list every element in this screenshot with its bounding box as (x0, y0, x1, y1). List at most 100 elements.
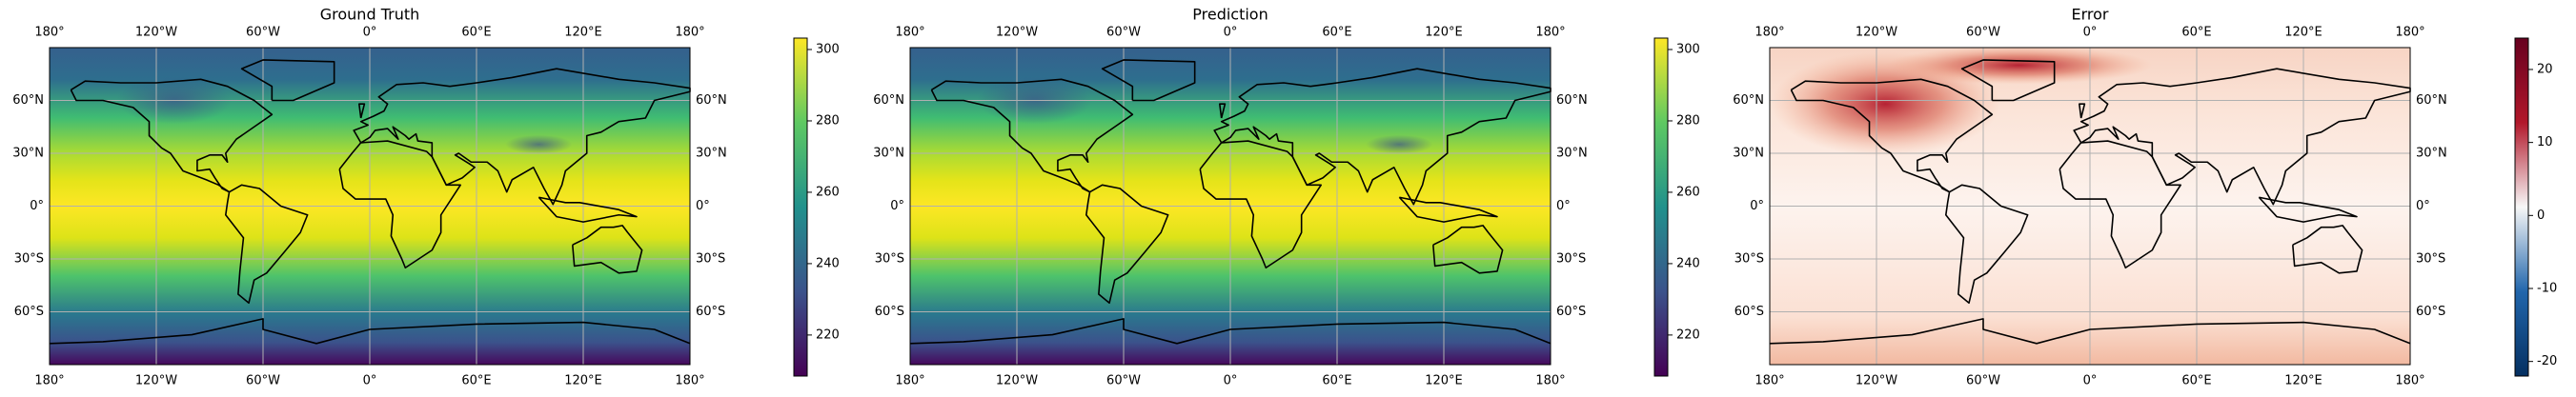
coastline (1790, 78, 1994, 193)
map-panel: Prediction 180° 180° 120°W 120°W 60°W 60°W 0° 0°… (873, 6, 1700, 388)
lon-tick-label: 60°W (246, 374, 280, 388)
coastline (1398, 196, 1498, 223)
lon-tick-label: 120°E (1425, 374, 1463, 388)
lat-tick-label: 60°N (1733, 93, 1764, 108)
colorbar-tick-label: 300 (816, 42, 840, 56)
lon-tick-label: 120°W (135, 374, 177, 388)
colorbar-tick-label: 10 (2537, 135, 2553, 149)
lat-tick-label: 30°S (14, 252, 44, 267)
coastline (572, 225, 643, 274)
lon-tick-label: 120°E (2284, 374, 2322, 388)
coastline (1945, 184, 2029, 305)
colorbar-tick-label: 220 (1676, 328, 1700, 342)
coastline (353, 68, 691, 206)
coastline (1199, 140, 1322, 269)
lon-tick-label: 180° (675, 26, 704, 40)
lon-tick-label: 0° (1224, 26, 1238, 40)
lat-tick-label: 0° (1556, 199, 1571, 213)
coastline (1960, 59, 2056, 102)
coastline (357, 103, 366, 119)
lon-tick-label: 60°E (1322, 26, 1351, 40)
lon-tick-label: 60°E (1322, 374, 1351, 388)
lon-tick-label: 0° (2083, 374, 2098, 388)
lat-tick-label: 0° (890, 199, 904, 213)
lon-tick-label: 180° (2395, 374, 2424, 388)
lat-tick-label: 0° (1750, 199, 1764, 213)
lon-tick-label: 0° (363, 374, 377, 388)
lat-tick-label: 30°S (696, 252, 725, 267)
lon-tick-label: 60°W (1106, 26, 1141, 40)
map-title: Error (2072, 6, 2109, 24)
coastline (1085, 184, 1169, 305)
coastline (240, 59, 335, 102)
lon-tick-label: 60°W (1106, 374, 1141, 388)
lat-tick-label: 0° (30, 199, 44, 213)
lon-tick-label: 60°E (461, 374, 491, 388)
map-frame (909, 47, 1552, 366)
lon-tick-label: 120°E (564, 374, 602, 388)
coastline (2258, 196, 2358, 223)
lon-tick-label: 120°E (564, 26, 602, 40)
lat-tick-label: 60°N (1556, 93, 1588, 108)
lat-tick-label: 60°S (696, 305, 725, 319)
coastline (49, 318, 691, 345)
lat-tick-label: 60°S (2416, 305, 2445, 319)
lon-tick-label: 120°W (1856, 26, 1897, 40)
lon-tick-label: 180° (1535, 374, 1565, 388)
lon-tick-label: 180° (895, 26, 924, 40)
lon-tick-label: 180° (34, 374, 64, 388)
coastline (2073, 68, 2411, 206)
lat-tick-label: 60°N (696, 93, 727, 108)
colorbar-tick-label: 280 (816, 113, 840, 128)
map-frame (1769, 47, 2411, 366)
lon-tick-label: 180° (2395, 26, 2424, 40)
coastline (1101, 59, 1196, 102)
colorbar-tick-label: 0 (2537, 208, 2545, 223)
lon-tick-label: 60°E (2181, 374, 2211, 388)
map-title: Ground Truth (320, 6, 420, 24)
map-panel: Ground Truth 180° 180° 120°W 120°W 60°W 60°W 0°… (12, 6, 840, 388)
lat-tick-label: 30°S (1556, 252, 1586, 267)
colorbar-tick-label: 240 (816, 256, 840, 270)
cold-region (505, 134, 573, 154)
colorbar (1653, 37, 1669, 377)
lon-tick-label: 60°E (461, 26, 491, 40)
lat-tick-label: 30°N (2416, 147, 2447, 161)
lat-tick-label: 30°S (1734, 252, 1764, 267)
coastline (1213, 68, 1552, 206)
cold-region (1366, 134, 1433, 154)
lat-tick-label: 30°S (2416, 252, 2445, 267)
lon-tick-label: 0° (2083, 26, 2098, 40)
map-title: Prediction (1192, 6, 1268, 24)
colorbar-tick-label: 220 (816, 328, 840, 342)
lat-tick-label: 30°N (873, 147, 904, 161)
coastline (2292, 225, 2363, 274)
lon-tick-label: 60°W (246, 26, 280, 40)
lon-tick-label: 120°E (1425, 26, 1463, 40)
colorbar-tick-label: 20 (2537, 62, 2553, 76)
map-frame (49, 47, 691, 366)
error-hotspot (1885, 46, 2153, 85)
lon-tick-label: 120°W (996, 374, 1038, 388)
map-panel: Error 180° 180° 120°W 120°W 60°W 60°W 0° 0° 60°E 6… (1733, 6, 2557, 388)
lon-tick-label: 180° (1535, 26, 1565, 40)
coastline (2079, 103, 2086, 119)
coastline (338, 140, 462, 269)
lat-tick-label: 30°N (1556, 147, 1588, 161)
lon-tick-label: 120°W (1856, 374, 1897, 388)
coastline (538, 196, 638, 223)
lon-tick-label: 60°E (2181, 26, 2211, 40)
lon-tick-label: 180° (1755, 26, 1784, 40)
lon-tick-label: 180° (1755, 374, 1784, 388)
lon-tick-label: 0° (363, 26, 377, 40)
lon-tick-label: 120°W (135, 26, 177, 40)
colorbar (793, 37, 808, 377)
colorbar (2514, 37, 2529, 377)
coastline (225, 184, 309, 305)
colorbar-tick-label: -10 (2537, 281, 2557, 295)
lat-tick-label: 0° (2416, 199, 2430, 213)
coastline (2059, 140, 2181, 269)
coastline (909, 318, 1552, 345)
lat-tick-label: 60°S (14, 305, 44, 319)
